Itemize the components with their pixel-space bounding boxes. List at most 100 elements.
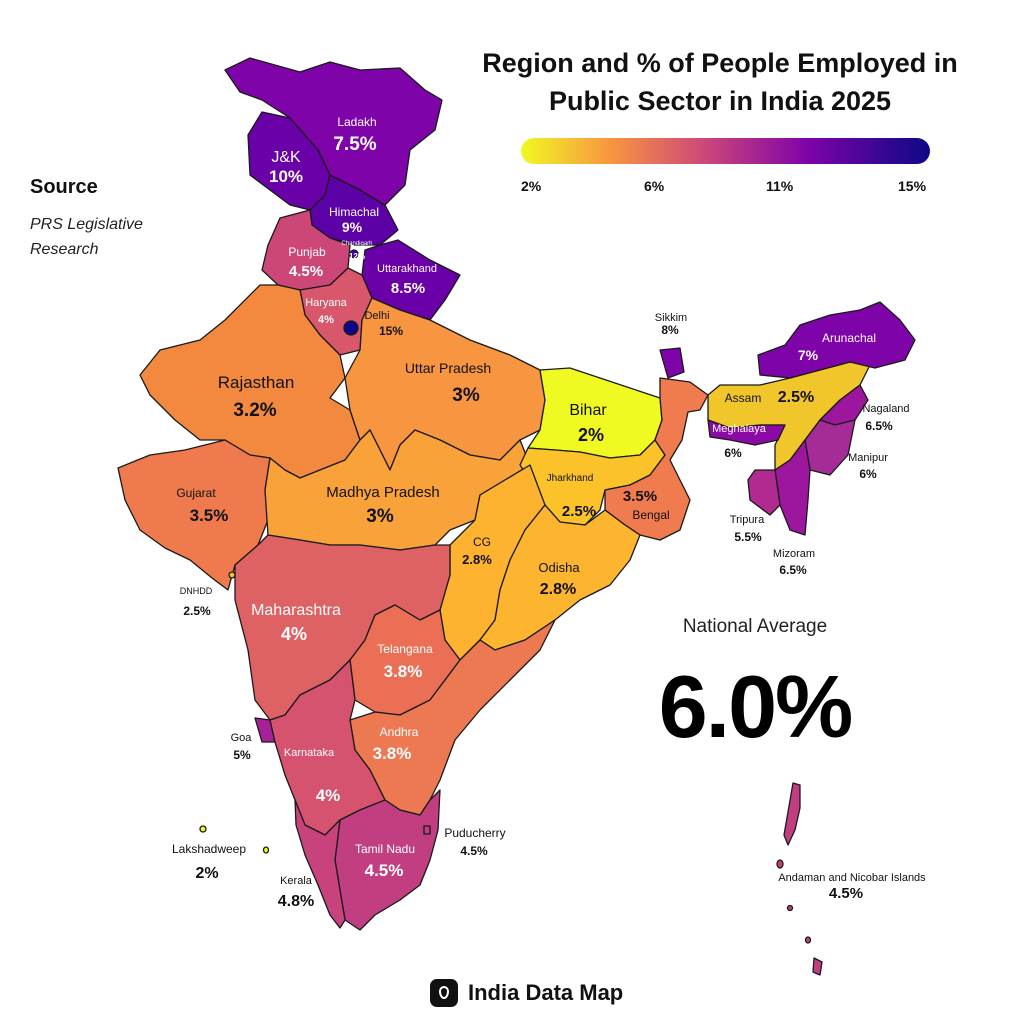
region-label-sikkim: Sikkim xyxy=(655,312,687,324)
region-value-ladakh: 7.5% xyxy=(333,134,376,155)
region-value-bihar: 2% xyxy=(578,425,604,445)
region-value-manipur: 6% xyxy=(859,467,877,481)
region-label-tamilnadu: Tamil Nadu xyxy=(355,842,415,856)
region-andaman-2 xyxy=(776,859,784,869)
region-lakshadweep xyxy=(199,825,207,833)
region-label-mizoram: Mizoram xyxy=(773,548,815,560)
region-value-jk: 10% xyxy=(269,167,303,186)
region-label-punjab: Punjab xyxy=(288,245,326,259)
source-heading: Source xyxy=(30,176,98,198)
scale-tick-min: 2% xyxy=(521,178,542,194)
region-value-cg: 2.8% xyxy=(462,552,492,567)
region-label-himachal: Himachal xyxy=(329,205,379,219)
region-value-delhi: 15% xyxy=(379,324,403,338)
region-value-puducherry: 4.5% xyxy=(460,844,488,858)
region-andaman-3 xyxy=(786,904,794,912)
region-label-cg: CG xyxy=(473,535,491,549)
region-value-mp: 3% xyxy=(366,506,394,527)
region-label-maharashtra: Maharashtra xyxy=(251,602,341,619)
region-label-ladakh: Ladakh xyxy=(337,115,376,129)
region-label-telangana: Telangana xyxy=(377,642,433,656)
region-label-kerala: Kerala xyxy=(280,875,313,887)
region-kerala xyxy=(294,799,346,929)
region-label-assam: Assam xyxy=(725,391,762,405)
region-value-dnhdd: 2.5% xyxy=(183,604,211,618)
region-chandigarh xyxy=(349,249,359,259)
region-label-jk: J&K xyxy=(271,149,301,166)
region-value-uttarakhand: 8.5% xyxy=(391,280,425,297)
region-label-lakshadweep: Lakshadweep xyxy=(172,842,246,856)
region-value-up: 3% xyxy=(452,385,480,406)
region-sikkim xyxy=(659,347,685,379)
region-puducherry xyxy=(423,825,431,835)
region-andaman-5 xyxy=(812,957,823,976)
region-value-sikkim: 8% xyxy=(661,323,679,337)
region-value-haryana: 4% xyxy=(318,314,334,326)
region-label-bihar: Bihar xyxy=(569,402,607,419)
region-andaman xyxy=(783,782,801,846)
region-lakshadweep-2 xyxy=(262,846,270,854)
region-label-haryana: Haryana xyxy=(305,297,347,309)
region-label-meghalaya: Meghalaya xyxy=(712,423,767,435)
region-meghalaya xyxy=(707,419,786,446)
region-label-andaman: Andaman and Nicobar Islands xyxy=(778,872,926,884)
region-label-rajasthan: Rajasthan xyxy=(218,373,295,392)
region-label-manipur: Manipur xyxy=(848,452,888,464)
region-value-gujarat: 3.5% xyxy=(190,506,229,525)
region-value-karnataka: 4% xyxy=(316,786,341,805)
color-scale-bar xyxy=(521,138,930,164)
region-value-punjab: 4.5% xyxy=(289,263,323,280)
scale-tick-2: 6% xyxy=(644,178,665,194)
region-value-lakshadweep: 2% xyxy=(195,865,218,882)
national-average-label: National Average xyxy=(682,616,828,637)
region-value-chandigarh: 12% xyxy=(349,252,365,261)
region-delhi xyxy=(343,320,359,336)
region-label-arunachal: Arunachal xyxy=(822,331,876,345)
region-value-goa: 5% xyxy=(233,748,251,762)
region-value-andaman: 4.5% xyxy=(829,885,863,902)
region-value-jharkhand: 2.5% xyxy=(562,503,596,520)
region-arunachal xyxy=(757,301,916,379)
map-pin-icon xyxy=(430,979,458,1007)
region-value-telangana: 3.8% xyxy=(384,662,423,681)
national-average-value: 6.0% xyxy=(658,657,854,756)
region-label-uttarakhand: Uttarakhand xyxy=(377,263,437,275)
chart-title: Region and % of People Employed in Publi… xyxy=(482,48,958,116)
region-value-assam: 2.5% xyxy=(778,389,814,406)
region-label-bengal: Bengal xyxy=(632,508,669,522)
region-value-nagaland: 6.5% xyxy=(865,419,893,433)
region-value-tripura: 5.5% xyxy=(734,530,762,544)
region-label-karnataka: Karnataka xyxy=(284,747,335,759)
region-value-rajasthan: 3.2% xyxy=(233,400,276,421)
region-value-bengal: 3.5% xyxy=(623,488,657,505)
region-label-goa: Goa xyxy=(231,732,253,744)
region-value-arunachal: 7% xyxy=(798,347,819,363)
region-odisha xyxy=(479,504,641,651)
region-value-andhra: 3.8% xyxy=(373,744,412,763)
region-bengal xyxy=(604,377,709,541)
source-text: PRS Legislative Research xyxy=(30,216,143,258)
region-label-gujarat: Gujarat xyxy=(176,486,216,500)
region-label-tripura: Tripura xyxy=(730,514,765,526)
region-dnhdd xyxy=(228,571,236,579)
region-value-tamilnadu: 4.5% xyxy=(365,861,404,880)
region-value-himachal: 9% xyxy=(342,219,363,235)
region-label-dnhdd: DNHDD xyxy=(180,586,213,596)
region-label-delhi: Delhi xyxy=(364,310,389,322)
region-value-mizoram: 6.5% xyxy=(779,563,807,577)
region-label-jharkhand: Jharkhand xyxy=(547,473,594,484)
brand-footer: India Data Map xyxy=(430,978,623,1008)
region-andaman-4 xyxy=(804,936,812,944)
region-tripura xyxy=(747,469,781,516)
region-value-meghalaya: 6% xyxy=(724,446,742,460)
region-label-mp: Madhya Pradesh xyxy=(326,484,439,501)
region-label-puducherry: Puducherry xyxy=(444,826,505,840)
scale-tick-max: 15% xyxy=(898,178,927,194)
region-value-maharashtra: 4% xyxy=(281,624,307,644)
region-label-odisha: Odisha xyxy=(538,560,580,575)
region-label-andhra: Andhra xyxy=(380,725,419,739)
scale-tick-3: 11% xyxy=(766,178,794,194)
brand-name: India Data Map xyxy=(468,980,624,1005)
region-value-odisha: 2.8% xyxy=(540,581,576,598)
